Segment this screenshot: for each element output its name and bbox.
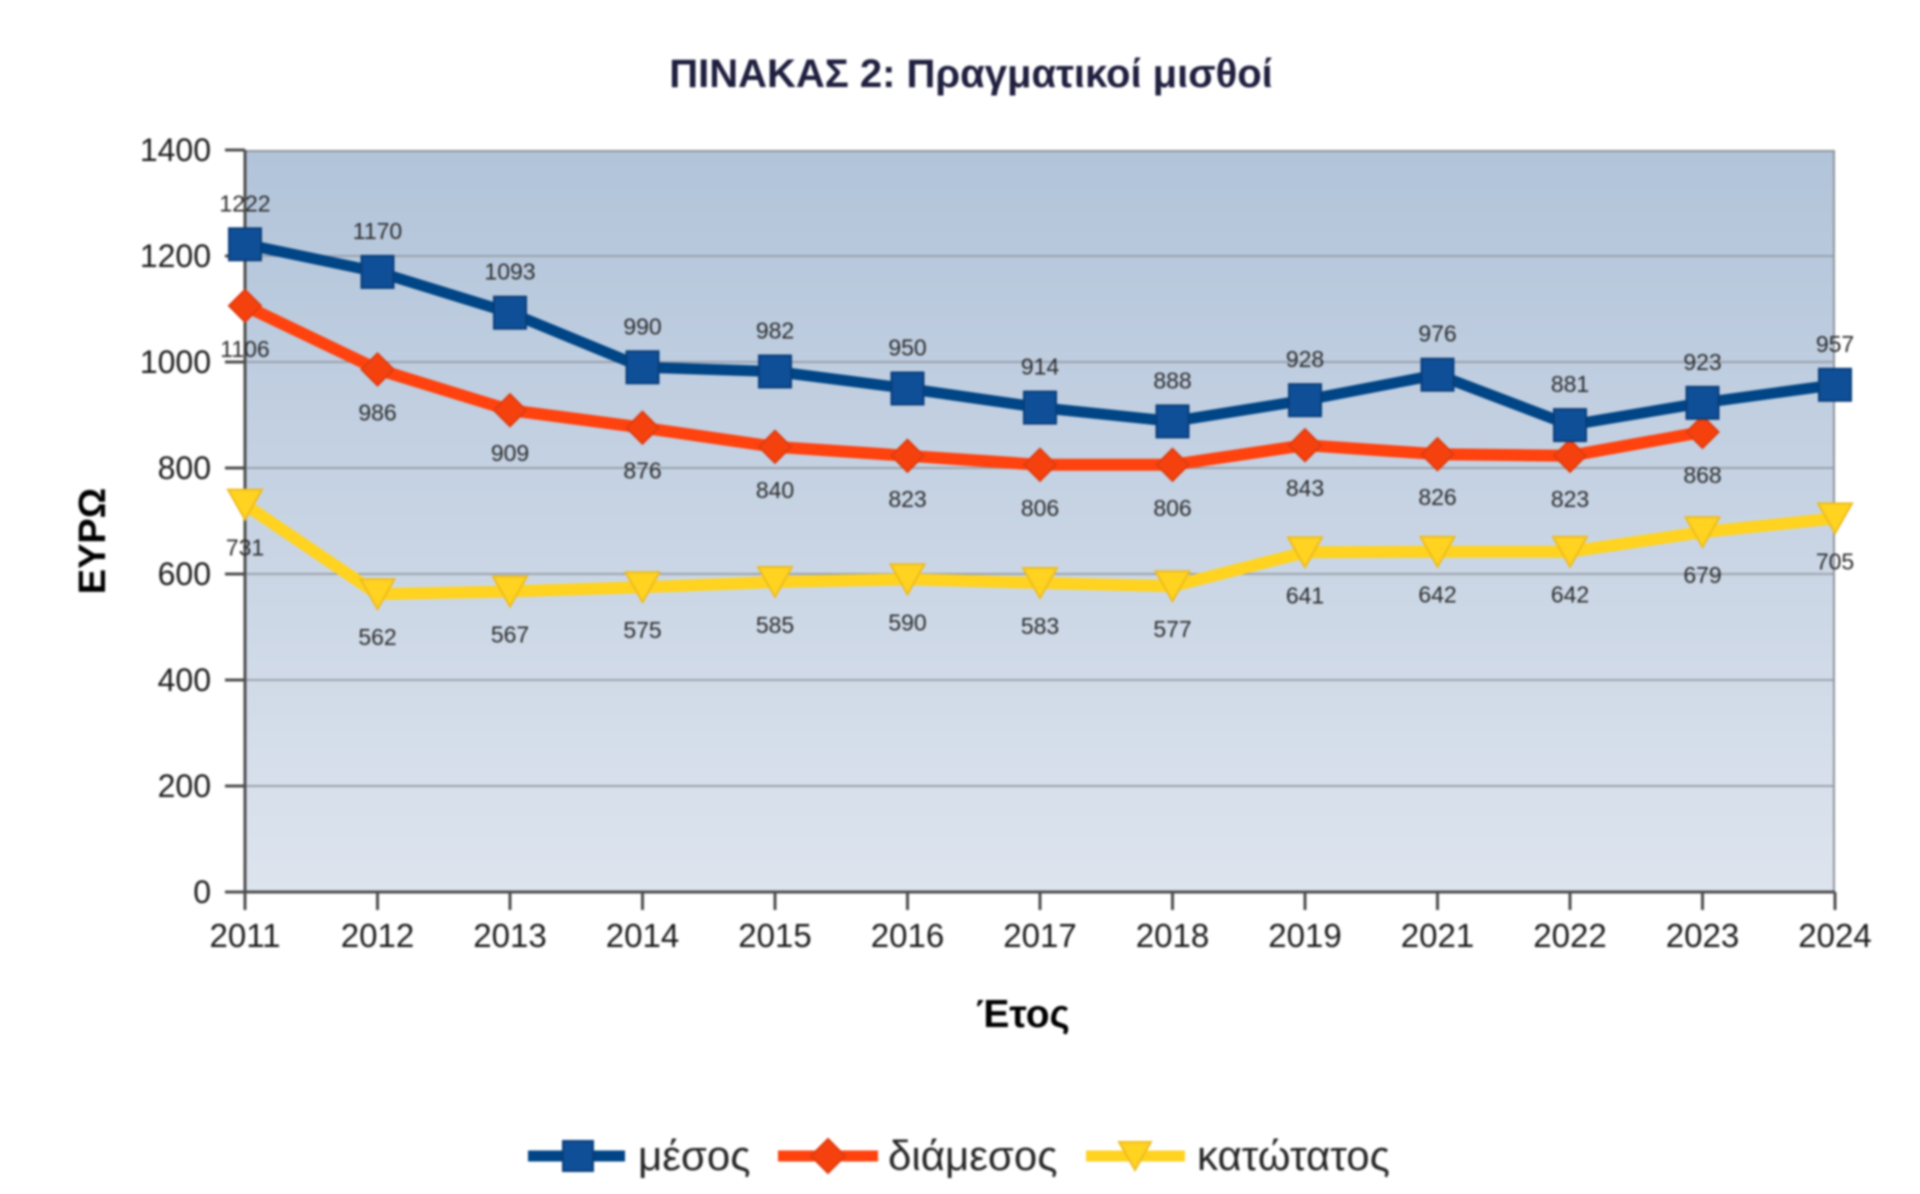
svg-text:881: 881 xyxy=(1551,371,1589,397)
svg-text:1093: 1093 xyxy=(484,259,535,285)
svg-text:2012: 2012 xyxy=(341,917,414,954)
svg-text:923: 923 xyxy=(1683,349,1721,375)
svg-text:957: 957 xyxy=(1816,331,1854,357)
svg-text:914: 914 xyxy=(1021,354,1060,380)
svg-text:ΠΙΝΑΚΑΣ 2: Πραγματικοί μισθοί: ΠΙΝΑΚΑΣ 2: Πραγματικοί μισθοί xyxy=(669,52,1273,96)
svg-text:562: 562 xyxy=(358,624,396,650)
svg-text:1170: 1170 xyxy=(353,218,402,244)
svg-text:600: 600 xyxy=(158,556,211,592)
svg-text:642: 642 xyxy=(1418,582,1456,608)
svg-text:679: 679 xyxy=(1683,562,1721,588)
svg-text:990: 990 xyxy=(623,313,661,339)
svg-text:575: 575 xyxy=(623,617,661,643)
svg-text:1222: 1222 xyxy=(219,190,270,216)
svg-text:2021: 2021 xyxy=(1401,917,1474,954)
svg-text:823: 823 xyxy=(888,486,926,512)
svg-text:868: 868 xyxy=(1683,462,1721,488)
svg-text:2013: 2013 xyxy=(473,917,546,954)
svg-text:400: 400 xyxy=(158,662,211,698)
svg-text:876: 876 xyxy=(623,458,661,484)
svg-text:διάμεσος: διάμεσος xyxy=(888,1132,1057,1179)
svg-text:ΕΥΡΩ: ΕΥΡΩ xyxy=(72,488,114,595)
svg-text:826: 826 xyxy=(1418,484,1456,510)
svg-text:200: 200 xyxy=(158,768,211,804)
svg-text:705: 705 xyxy=(1816,548,1854,574)
svg-text:0: 0 xyxy=(193,874,211,910)
svg-text:806: 806 xyxy=(1021,495,1059,521)
svg-text:2011: 2011 xyxy=(210,917,281,954)
svg-text:731: 731 xyxy=(226,535,264,561)
svg-text:Έτος: Έτος xyxy=(976,993,1070,1036)
svg-text:909: 909 xyxy=(491,440,529,466)
svg-text:642: 642 xyxy=(1551,582,1589,608)
svg-text:2024: 2024 xyxy=(1798,917,1871,954)
svg-text:806: 806 xyxy=(1153,495,1191,521)
svg-text:μέσος: μέσος xyxy=(638,1132,750,1179)
svg-text:567: 567 xyxy=(491,622,529,648)
svg-text:1200: 1200 xyxy=(140,238,211,274)
svg-text:986: 986 xyxy=(358,399,396,425)
svg-text:2023: 2023 xyxy=(1666,917,1739,954)
svg-text:888: 888 xyxy=(1153,367,1191,393)
svg-text:976: 976 xyxy=(1418,321,1456,347)
svg-text:1106: 1106 xyxy=(220,336,269,362)
svg-text:840: 840 xyxy=(756,477,794,503)
svg-text:982: 982 xyxy=(756,318,794,344)
svg-text:800: 800 xyxy=(158,450,211,486)
svg-text:2022: 2022 xyxy=(1533,917,1606,954)
svg-text:2014: 2014 xyxy=(606,917,679,954)
svg-text:1400: 1400 xyxy=(140,132,211,168)
svg-text:577: 577 xyxy=(1153,616,1191,642)
svg-text:2017: 2017 xyxy=(1003,917,1076,954)
svg-text:2018: 2018 xyxy=(1136,917,1209,954)
svg-text:1000: 1000 xyxy=(140,344,211,380)
svg-text:κατώτατος: κατώτατος xyxy=(1197,1132,1390,1179)
svg-text:2016: 2016 xyxy=(871,917,944,954)
svg-text:641: 641 xyxy=(1286,582,1324,608)
svg-text:843: 843 xyxy=(1286,475,1324,501)
svg-text:823: 823 xyxy=(1551,486,1589,512)
svg-text:583: 583 xyxy=(1021,613,1059,639)
svg-text:928: 928 xyxy=(1286,346,1324,372)
svg-text:590: 590 xyxy=(888,609,926,635)
svg-text:2019: 2019 xyxy=(1268,917,1341,954)
svg-text:585: 585 xyxy=(756,612,794,638)
svg-text:950: 950 xyxy=(888,335,926,361)
svg-text:2015: 2015 xyxy=(738,917,811,954)
